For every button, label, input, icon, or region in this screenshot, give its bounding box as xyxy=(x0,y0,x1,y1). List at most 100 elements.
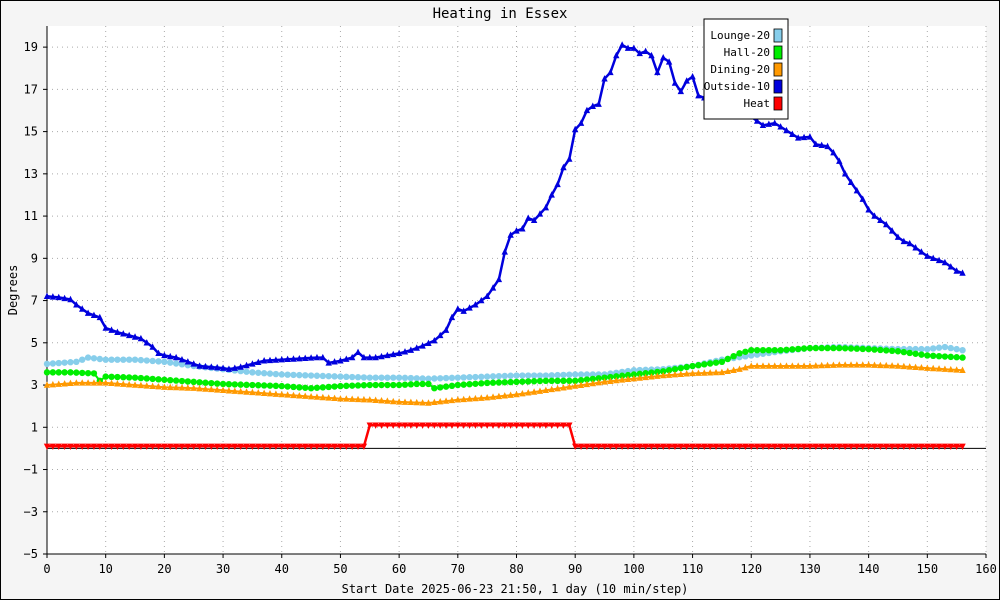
data-point-dining-20 xyxy=(947,365,954,373)
data-point-outside-10 xyxy=(155,349,162,357)
data-point-heat xyxy=(883,443,890,450)
data-point-hall-20 xyxy=(953,354,960,361)
data-point-dining-20 xyxy=(395,398,403,405)
data-point-hall-20 xyxy=(155,376,162,383)
y-axis-label: Degrees xyxy=(6,265,20,316)
data-point-hall-20 xyxy=(73,369,80,376)
data-point-hall-20 xyxy=(894,348,902,355)
legend-label-outside-10: Outside-10 xyxy=(704,80,770,93)
data-point-lounge-20 xyxy=(742,353,749,360)
data-point-hall-20 xyxy=(830,344,837,352)
data-point-outside-10 xyxy=(947,263,954,270)
data-point-heat xyxy=(759,443,767,450)
data-point-outside-10 xyxy=(49,293,57,300)
data-point-lounge-20 xyxy=(536,372,544,379)
data-point-dining-20 xyxy=(654,372,661,379)
data-point-dining-20 xyxy=(343,395,350,402)
data-point-outside-10 xyxy=(624,44,632,51)
data-point-heat xyxy=(742,443,749,450)
data-point-outside-10 xyxy=(642,47,649,55)
data-point-dining-20 xyxy=(260,389,268,396)
data-point-outside-10 xyxy=(959,269,966,276)
legend-swatch-heat xyxy=(773,96,783,111)
data-point-lounge-20 xyxy=(513,372,520,379)
x-tick-label: 140 xyxy=(858,562,880,576)
data-point-hall-20 xyxy=(607,373,614,381)
data-point-heat xyxy=(178,443,186,450)
data-point-hall-20 xyxy=(337,382,344,390)
data-point-hall-20 xyxy=(630,371,638,378)
y-tick-label: 1 xyxy=(31,420,38,434)
data-point-heat xyxy=(865,443,872,450)
data-point-heat xyxy=(90,443,98,450)
data-point-hall-20 xyxy=(296,384,303,391)
data-point-dining-20 xyxy=(607,377,614,384)
data-point-dining-20 xyxy=(448,396,456,404)
data-point-dining-20 xyxy=(61,380,68,387)
data-point-heat xyxy=(167,443,174,450)
data-point-dining-20 xyxy=(636,374,643,381)
data-point-hall-20 xyxy=(888,347,896,355)
data-point-lounge-20 xyxy=(413,375,420,382)
data-point-hall-20 xyxy=(759,346,767,354)
data-point-outside-10 xyxy=(830,149,837,156)
data-point-hall-20 xyxy=(395,381,403,389)
data-point-heat xyxy=(636,443,643,450)
data-point-dining-20 xyxy=(613,376,620,384)
data-point-dining-20 xyxy=(800,362,808,369)
data-point-heat xyxy=(900,443,908,450)
data-point-heat xyxy=(348,443,356,450)
data-point-outside-10 xyxy=(777,123,784,130)
data-point-lounge-20 xyxy=(155,358,162,365)
data-point-heat xyxy=(789,443,796,450)
data-point-heat xyxy=(155,443,162,450)
data-point-heat xyxy=(712,443,720,450)
data-point-dining-20 xyxy=(759,362,767,369)
data-point-lounge-20 xyxy=(302,372,309,379)
data-point-hall-20 xyxy=(877,346,884,354)
data-point-lounge-20 xyxy=(442,374,450,382)
data-point-hall-20 xyxy=(407,381,415,388)
data-point-dining-20 xyxy=(407,398,415,406)
data-point-outside-10 xyxy=(501,248,508,255)
data-point-outside-10 xyxy=(161,351,168,359)
data-point-hall-20 xyxy=(61,369,68,376)
data-point-lounge-20 xyxy=(437,375,444,382)
data-point-dining-20 xyxy=(67,379,74,387)
data-point-hall-20 xyxy=(372,381,379,389)
data-point-hall-20 xyxy=(671,366,679,373)
data-point-outside-10 xyxy=(941,258,949,266)
data-point-hall-20 xyxy=(131,374,139,381)
data-point-dining-20 xyxy=(888,362,896,369)
data-point-dining-20 xyxy=(554,384,561,392)
data-point-heat xyxy=(953,443,960,450)
x-tick-label: 150 xyxy=(916,562,938,576)
data-point-dining-20 xyxy=(249,388,256,396)
data-point-dining-20 xyxy=(560,384,567,391)
data-point-dining-20 xyxy=(331,394,338,402)
data-point-heat xyxy=(630,443,638,450)
data-point-heat xyxy=(853,443,861,450)
data-point-outside-10 xyxy=(671,79,679,86)
data-point-lounge-20 xyxy=(530,372,538,379)
data-point-hall-20 xyxy=(190,378,197,386)
data-point-heat xyxy=(161,443,168,450)
data-point-heat xyxy=(654,443,661,450)
data-point-lounge-20 xyxy=(566,371,573,378)
data-point-outside-10 xyxy=(806,133,814,140)
data-point-dining-20 xyxy=(701,369,708,376)
data-point-heat xyxy=(307,443,315,450)
data-point-hall-20 xyxy=(595,375,602,382)
data-point-outside-10 xyxy=(167,352,174,360)
data-point-outside-10 xyxy=(313,353,321,361)
data-point-outside-10 xyxy=(865,206,872,213)
x-tick-label: 40 xyxy=(275,562,289,576)
data-point-hall-20 xyxy=(601,374,608,381)
data-point-hall-20 xyxy=(683,363,690,371)
data-point-outside-10 xyxy=(255,358,262,366)
data-point-lounge-20 xyxy=(395,374,403,381)
data-point-heat xyxy=(84,443,92,450)
data-point-lounge-20 xyxy=(554,371,561,379)
data-point-lounge-20 xyxy=(366,374,373,381)
data-point-heat xyxy=(260,443,268,450)
